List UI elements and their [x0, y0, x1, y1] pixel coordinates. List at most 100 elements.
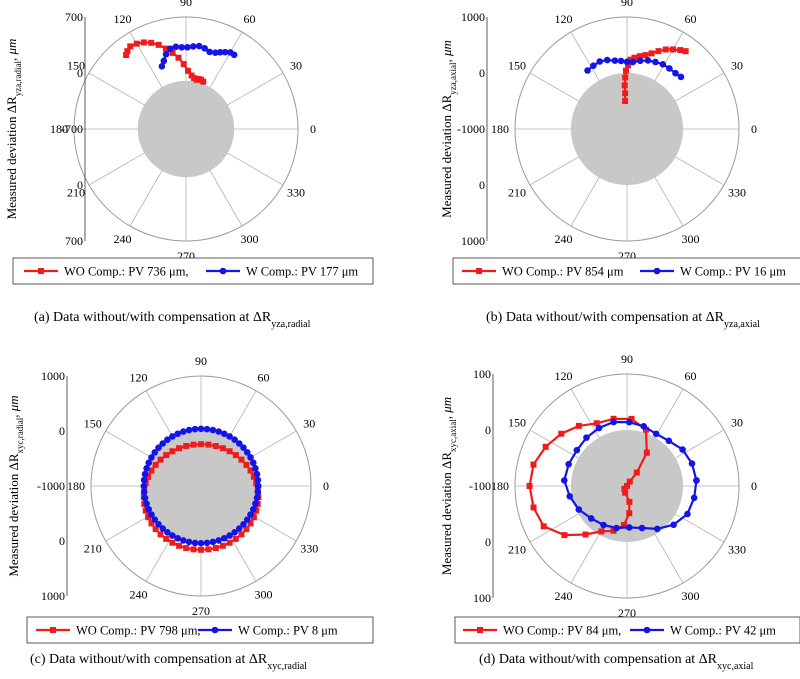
- radial-tick-label: 0: [77, 66, 83, 80]
- series-W-marker: [636, 57, 644, 65]
- series-WO-marker: [582, 531, 589, 538]
- series-W-marker: [203, 425, 211, 433]
- series-WO-marker: [157, 531, 164, 538]
- angle-tick-label: 120: [114, 12, 132, 26]
- series-W-marker: [230, 51, 238, 59]
- series-WO-marker: [540, 523, 547, 530]
- series-W-marker: [151, 449, 159, 456]
- series-W-marker: [140, 476, 148, 484]
- series-W-marker: [184, 43, 191, 51]
- series-WO-marker: [622, 90, 629, 97]
- series-W-marker: [249, 459, 257, 467]
- series-W-marker: [652, 58, 659, 66]
- y-axis-label: Measured deviation ΔRxyc,axial, μm: [439, 397, 458, 575]
- series-WO-marker: [148, 520, 155, 527]
- series-W-marker: [215, 428, 222, 435]
- series-W-marker: [587, 515, 595, 522]
- angle-tick-label: 180: [50, 122, 68, 136]
- series-W-marker: [158, 62, 166, 70]
- series-W-marker: [226, 532, 233, 539]
- panel-caption-main: (a) Data without/with compensation at ΔR: [34, 310, 272, 325]
- series-WO-marker: [127, 43, 134, 50]
- series-W-marker: [226, 433, 233, 440]
- y-axis-label-unit: , μm: [439, 397, 454, 419]
- series-WO-marker: [622, 489, 629, 496]
- series-W-marker: [252, 465, 259, 472]
- y-axis-label-sub: xyc,axial: [448, 419, 458, 452]
- radial-tick-label: 0: [479, 66, 485, 80]
- angle-tick-label: 330: [287, 186, 305, 200]
- series-W-marker: [185, 538, 193, 546]
- radial-tick-label: 100: [473, 367, 491, 381]
- series-W-marker: [583, 434, 590, 441]
- series-W-marker: [670, 521, 677, 529]
- series-WO-marker: [226, 448, 233, 455]
- series-W-marker: [141, 494, 149, 502]
- radial-tick-label: -1000: [37, 479, 65, 493]
- series-WO-marker: [669, 46, 676, 53]
- angle-tick-label: 0: [310, 122, 316, 136]
- series-WO-marker: [642, 52, 649, 59]
- y-axis-label-unit: , μm: [6, 395, 21, 417]
- radial-tick-label: 1000: [41, 369, 65, 383]
- series-WO-marker: [190, 546, 197, 553]
- series-WO-marker: [530, 461, 537, 468]
- series-W-marker: [159, 440, 167, 447]
- panel-caption-main: (d) Data without/with compensation at ΔR: [479, 652, 718, 667]
- series-WO-marker: [542, 443, 549, 450]
- angle-tick-label: 60: [685, 369, 697, 383]
- series-W-marker: [216, 48, 224, 56]
- legend-marker: [219, 267, 227, 275]
- angle-tick-label: 210: [508, 186, 526, 200]
- series-W-marker: [185, 426, 193, 434]
- series-W-marker: [209, 426, 217, 434]
- series-W-marker: [141, 470, 149, 478]
- legend-label: W Comp.: PV 177 μm: [246, 265, 358, 279]
- series-W-marker: [240, 444, 247, 452]
- angle-tick-label: 210: [67, 186, 85, 200]
- series-WO-marker: [561, 532, 568, 539]
- angle-tick-label: 90: [180, 0, 192, 9]
- series-W-marker: [145, 505, 153, 513]
- angle-tick-label: 300: [682, 589, 700, 603]
- series-WO-marker: [250, 473, 257, 480]
- series-W-marker: [644, 57, 652, 64]
- series-W-marker: [201, 44, 208, 52]
- angle-tick-label: 0: [751, 122, 757, 136]
- panel-caption-sub: yza,axial: [724, 319, 760, 330]
- series-WO-marker: [123, 52, 130, 59]
- radial-tick-label: 0: [485, 535, 491, 549]
- series-W-marker: [240, 520, 247, 528]
- series-W-marker: [155, 520, 162, 528]
- series-WO-marker: [142, 507, 149, 514]
- series-WO-marker: [626, 510, 633, 517]
- series-W-marker: [164, 528, 171, 536]
- series-WO-marker: [148, 467, 155, 474]
- series-WO-marker: [243, 461, 250, 468]
- angle-tick-label: 0: [323, 479, 329, 493]
- series-WO-marker: [198, 441, 204, 448]
- angle-tick-label: 300: [682, 232, 700, 246]
- series-W-marker: [677, 73, 685, 81]
- legend-box: [452, 257, 800, 285]
- series-W-marker: [206, 48, 213, 56]
- series-W-marker: [665, 437, 673, 445]
- series-W-marker: [174, 430, 182, 438]
- radial-tick-label: 700: [65, 10, 83, 24]
- panel-caption: (b) Data without/with compensation at ΔR…: [486, 310, 760, 330]
- series-WO-marker: [643, 449, 650, 456]
- series-WO-marker: [169, 539, 176, 546]
- radial-tick-label: 1000: [461, 10, 485, 24]
- series-WO-marker: [169, 448, 176, 455]
- panel-caption-main: (c) Data without/with compensation at ΔR: [30, 652, 268, 667]
- angle-tick-label: 90: [621, 352, 633, 366]
- series-W-marker: [148, 454, 155, 461]
- legend-marker: [211, 626, 219, 634]
- chart-c: 0 30 60 90 120 150 180 210 240 270 300 330 1000 0 -100…: [6, 354, 374, 672]
- series-WO-marker: [162, 45, 169, 52]
- series-WO-marker: [145, 473, 152, 480]
- y-axis-label-main: Measured deviation ΔR: [439, 452, 454, 575]
- y-axis-label-main: Measured deviation ΔR: [439, 94, 454, 217]
- series-W-marker: [653, 525, 661, 533]
